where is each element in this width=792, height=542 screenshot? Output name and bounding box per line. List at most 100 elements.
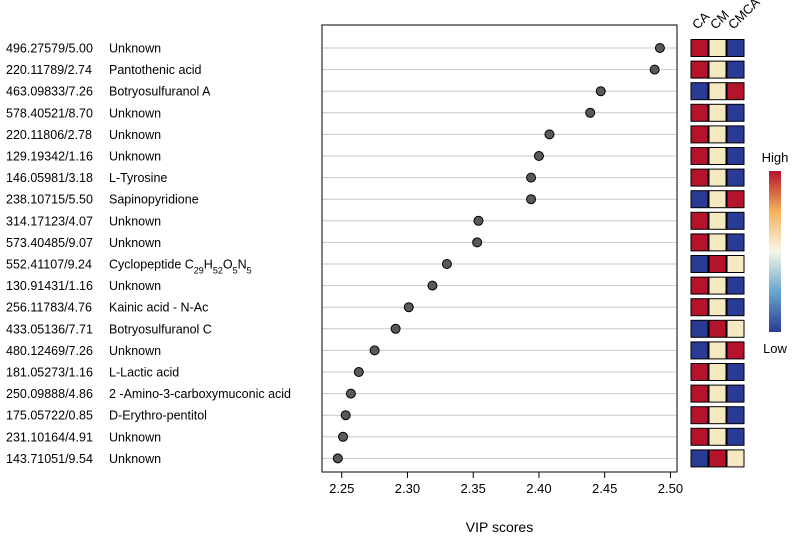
heatmap-cell-ca [690,363,709,381]
feature-name-label: L-Lactic acid [109,366,179,380]
feature-id-label: 578.40521/8.70 [6,106,93,120]
feature-name-label: Botryosulfuranol A [109,85,211,99]
heatmap-cell-cmca [726,39,745,57]
feature-id-label: 573.40485/9.07 [6,236,93,250]
legend-low-label: Low [763,341,787,356]
x-tick-label: 2.35 [461,481,486,496]
color-legend: High Low [762,150,789,356]
heatmap-cell-cm [708,147,727,165]
x-axis: 2.25 2.30 2.35 2.40 2.45 2.50 [329,471,683,496]
feature-id-label: 496.27579/5.00 [6,42,93,56]
heatmap-cell-cm [708,319,727,338]
heatmap-cell-cmca [726,82,745,101]
heatmap-cell-cm [708,60,727,79]
legend-color-bar [769,171,781,332]
heatmap-cell-ca [690,103,709,122]
feature-name-label: Unknown [109,106,161,120]
feature-id-label: 146.05981/3.18 [6,171,93,185]
vip-point [338,431,349,442]
vip-point [340,410,351,421]
heatmap-cell-cm [708,298,727,317]
feature-name-label: Pantothenic acid [109,63,201,77]
feature-name-label: Unknown [109,214,161,228]
feature-name-label: Kainic acid - N-Ac [109,301,208,315]
feature-name-label: 2 -Amino-3-carboxymuconic acid [109,387,291,401]
feature-id-label: 220.11789/2.74 [6,63,92,77]
data-points [332,43,665,464]
feature-id-label: 175.05722/0.85 [6,409,93,423]
feature-id-label: 129.19342/1.16 [6,150,93,164]
heatmap-cell-cmca [726,449,745,468]
heatmap-cell-ca [690,298,709,317]
heatmap-cell-ca [690,341,709,360]
x-tick-label: 2.30 [395,481,420,496]
heatmap-cell-ca [690,276,709,295]
feature-id-label: 238.10715/5.50 [6,193,93,207]
feature-id-label: 480.12469/7.26 [6,344,93,358]
heatmap-cell-cm [708,363,727,381]
heatmap-cell-ca [690,406,709,425]
heatmap-cell-cmca [726,147,745,165]
heatmap-cell-cmca [726,233,745,252]
heatmap-cell-cm [708,103,727,122]
vip-point [441,259,452,269]
vip-point [345,388,356,399]
feature-name-label: Cyclopeptide C29H52O5N5 [109,258,252,276]
feature-name-label: L-Tyrosine [109,171,167,185]
heatmap-cell-cm [708,255,727,273]
feature-name-label: Unknown [109,344,161,358]
heatmap-cell-ca [690,147,709,165]
heatmap-cell-cmca [726,427,745,446]
heatmap-cell-cmca [726,406,745,425]
heatmap-cell-cm [708,82,727,101]
heatmap-cell-cmca [726,319,745,338]
heatmap-column-label: CMCA [725,0,763,32]
legend-high-label: High [762,150,789,165]
heatmap-cell-cm [708,233,727,252]
feature-name-label: Unknown [109,452,161,466]
vip-point [585,107,596,118]
feature-name-label: Unknown [109,42,161,56]
heatmap-cell-cmca [726,103,745,122]
feature-id-label: 130.91431/1.16 [6,279,93,293]
plot-frame [321,24,678,473]
feature-name-label: Sapinopyridione [109,193,199,207]
heatmap-cell-cm [708,384,727,403]
feature-id-label: 552.41107/9.24 [6,258,92,272]
heatmap-cell-ca [690,125,709,144]
vip-point [369,345,380,356]
heatmap-cell-cmca [726,125,745,144]
heatmap-cell-cmca [726,298,745,317]
vip-point [473,215,484,226]
feature-name-label: Unknown [109,128,161,142]
feature-name-label: Unknown [109,236,161,250]
vip-point [544,129,555,140]
feature-id-label: 256.11783/4.76 [6,301,92,315]
feature-id-label: 220.11806/2.78 [6,128,92,142]
heatmap-cell-cm [708,449,727,468]
heatmap-cell-ca [690,39,709,57]
vip-point [353,367,364,377]
vip-point [533,151,544,161]
heatmap-cell-cm [708,168,727,187]
x-tick-label: 2.25 [329,481,354,496]
heatmap-cell-cmca [726,211,745,230]
heatmap-cell-cmca [726,168,745,187]
heatmap-cell-cm [708,125,727,144]
heatmap-cell-cm [708,276,727,295]
heatmap-cell-cmca [726,341,745,360]
vip-point [390,323,401,334]
heatmap-cell-cm [708,427,727,446]
feature-id-label: 143.71051/9.54 [6,452,93,466]
vip-point [654,43,665,53]
x-tick-label: 2.40 [526,481,551,496]
x-tick-label: 2.50 [658,481,683,496]
vip-point [472,237,483,248]
feature-name-label: Unknown [109,430,161,444]
x-axis-title: VIP scores [466,519,533,535]
heatmap-cell-ca [690,319,709,338]
heatmap-cell-ca [690,384,709,403]
heatmap-cell-cmca [726,190,745,209]
feature-name-label: Unknown [109,279,161,293]
feature-id-label: 314.17123/4.07 [6,214,93,228]
